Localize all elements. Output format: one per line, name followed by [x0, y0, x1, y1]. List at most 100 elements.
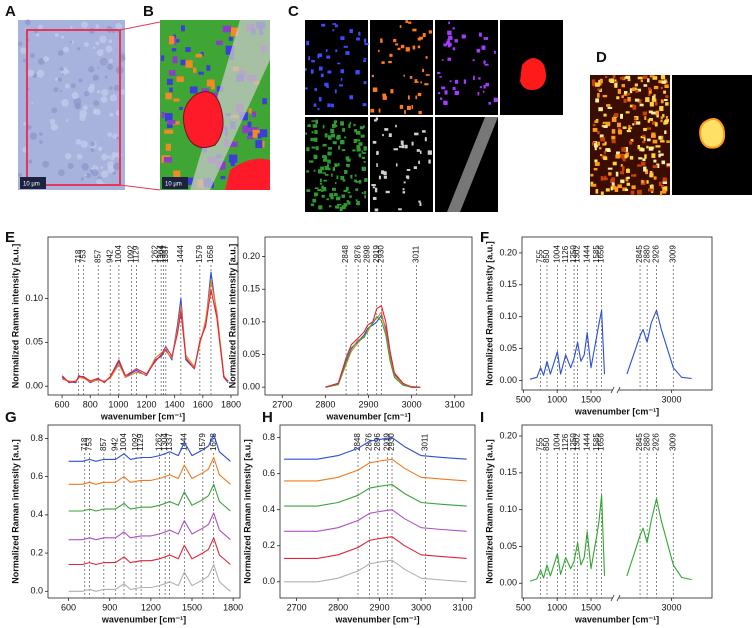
- texture: [28, 159, 33, 164]
- peak-label: 718: [80, 437, 89, 451]
- texture: [97, 66, 100, 69]
- texture: [230, 27, 239, 37]
- texture: [628, 125, 631, 129]
- texture: [314, 87, 317, 92]
- texture: [381, 61, 385, 64]
- texture: [358, 179, 362, 184]
- texture: [625, 177, 629, 182]
- texture: [428, 159, 431, 164]
- texture: [70, 83, 76, 89]
- texture: [427, 150, 432, 155]
- texture: [646, 145, 649, 149]
- peak-label: 2926: [652, 433, 661, 451]
- y-tick-label: 0.00: [242, 382, 260, 392]
- texture: [447, 30, 452, 36]
- peak-label: 942: [105, 249, 114, 263]
- texture: [632, 104, 637, 110]
- texture: [318, 53, 323, 57]
- texture: [358, 31, 361, 36]
- panel-label: B: [143, 3, 154, 20]
- peak-label: 1585: [592, 245, 601, 263]
- texture: [57, 50, 64, 56]
- texture: [398, 145, 403, 148]
- texture: [249, 127, 259, 132]
- texture: [77, 47, 81, 51]
- texture: [309, 160, 314, 163]
- texture: [321, 23, 326, 27]
- texture: [173, 170, 181, 178]
- texture: [665, 102, 669, 106]
- texture: [216, 40, 223, 46]
- texture: [642, 141, 646, 144]
- texture: [637, 189, 642, 195]
- texture: [106, 161, 115, 169]
- cluster-maps-d: [590, 75, 752, 196]
- plot-frame: [47, 424, 241, 599]
- spectrum-line: [529, 494, 606, 582]
- texture: [31, 102, 34, 105]
- texture: [348, 123, 351, 129]
- texture: [418, 200, 421, 203]
- texture: [658, 136, 662, 140]
- texture: [661, 184, 664, 189]
- texture: [60, 35, 65, 39]
- texture: [180, 59, 187, 66]
- texture: [311, 131, 314, 134]
- texture: [322, 172, 326, 174]
- axis-break: [610, 594, 621, 602]
- texture: [590, 173, 594, 177]
- texture: [90, 148, 95, 152]
- texture: [648, 146, 654, 151]
- spectrum-chart: 0.00 0.05 0.10 600 800 1000 1200 1400 1600 1800 wa…: [10, 236, 241, 421]
- texture: [166, 78, 173, 85]
- y-tick-label: 0.05: [499, 343, 517, 353]
- texture: [594, 145, 597, 151]
- texture: [654, 101, 658, 106]
- texture: [634, 120, 638, 125]
- texture: [169, 87, 173, 93]
- y-tick-label: 0.4: [30, 509, 43, 519]
- texture: [189, 86, 198, 94]
- texture: [61, 98, 69, 107]
- texture: [116, 136, 120, 140]
- texture: [591, 183, 597, 187]
- texture: [81, 163, 89, 171]
- texture: [395, 163, 398, 167]
- texture: [341, 194, 346, 198]
- texture: [647, 138, 651, 142]
- texture: [653, 176, 657, 180]
- texture: [648, 110, 653, 114]
- map-tile: [370, 20, 433, 115]
- texture: [354, 139, 356, 144]
- texture: [620, 164, 623, 167]
- peak-label: 1004: [553, 433, 562, 451]
- texture: [399, 25, 402, 28]
- peak-label: 753: [85, 437, 94, 451]
- texture: [643, 127, 647, 132]
- panel-label: E: [5, 229, 15, 246]
- spectrum-line: [68, 434, 231, 462]
- x-tick-label: 2900: [358, 399, 378, 409]
- texture: [380, 38, 383, 43]
- texture: [483, 37, 489, 40]
- texture: [372, 196, 377, 200]
- peak-label: 2896: [373, 433, 382, 451]
- texture: [376, 163, 378, 167]
- texture: [597, 130, 600, 135]
- texture: [623, 98, 627, 103]
- texture: [54, 33, 59, 38]
- texture: [642, 134, 646, 137]
- texture: [615, 171, 619, 177]
- texture: [329, 159, 331, 164]
- texture: [356, 37, 360, 41]
- texture: [83, 90, 90, 97]
- texture: [334, 89, 337, 94]
- spectrum-chart: 0.00 0.05 0.10 0.15 0.20 500 1000 1500 3000waven…: [484, 424, 713, 624]
- texture: [168, 70, 176, 76]
- texture: [653, 85, 659, 90]
- texture: [620, 113, 623, 119]
- texture: [422, 68, 425, 73]
- texture: [100, 58, 108, 66]
- texture: [414, 79, 418, 83]
- texture: [105, 45, 113, 53]
